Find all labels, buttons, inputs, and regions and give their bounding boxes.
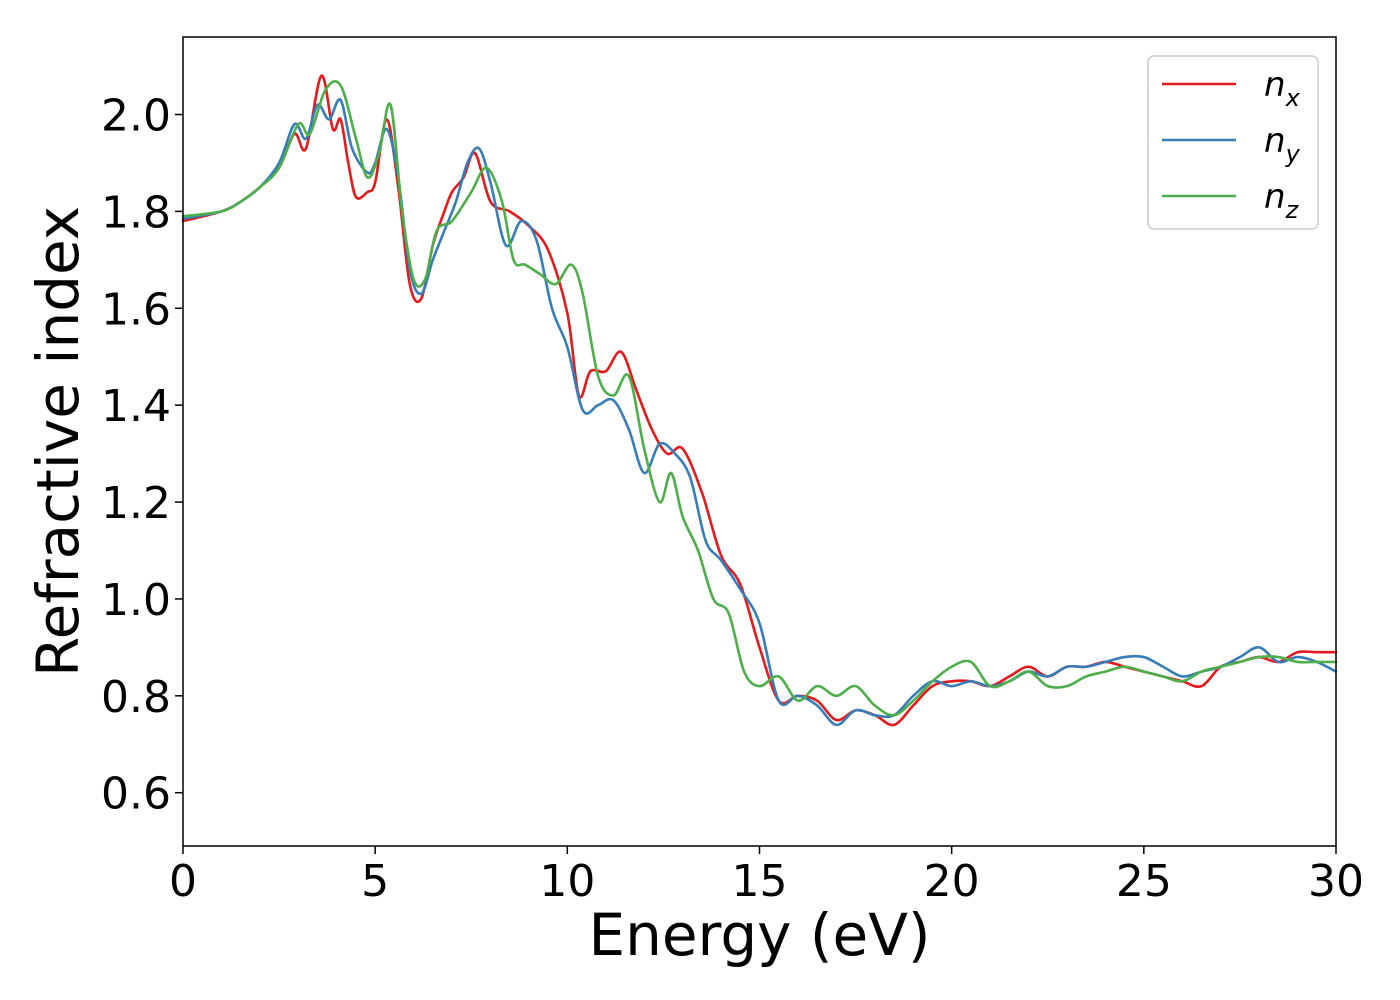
- x-tick-label: 25: [1116, 856, 1172, 907]
- x-tick-label: 5: [361, 856, 389, 907]
- y-axis-label: Refractive index: [24, 206, 92, 677]
- legend-frame: [1147, 55, 1319, 230]
- x-axis-label: Energy (eV): [588, 901, 930, 969]
- x-tick-label: 0: [169, 856, 197, 907]
- y-tick-label: 1.4: [101, 381, 171, 432]
- x-tick-label: 10: [539, 856, 595, 907]
- series-line-n-x: [181, 74, 1338, 727]
- y-tick-label: 1.2: [101, 478, 171, 529]
- y-tick-label: 2.0: [101, 91, 171, 142]
- y-tick-label: 1.0: [101, 575, 171, 626]
- series-layer: [181, 74, 1338, 727]
- x-axis-ticks: 0 5 10 15 20 25 30: [169, 846, 1364, 907]
- y-tick-label: 1.6: [101, 284, 171, 335]
- x-tick-label: 30: [1308, 856, 1364, 907]
- series-line-n-z: [181, 80, 1338, 717]
- x-tick-label: 20: [924, 856, 980, 907]
- y-tick-label: 0.8: [101, 672, 171, 723]
- plot-frame: [182, 36, 1337, 847]
- y-tick-label: 0.6: [101, 769, 171, 820]
- x-tick-label: 15: [732, 856, 788, 907]
- legend-item-n-x: nx: [1162, 65, 1301, 112]
- y-axis-ticks: 0.6 0.8 1.0 1.2 1.4 1.6 1.8 2.0: [101, 91, 183, 820]
- y-tick-label: 1.8: [101, 187, 171, 238]
